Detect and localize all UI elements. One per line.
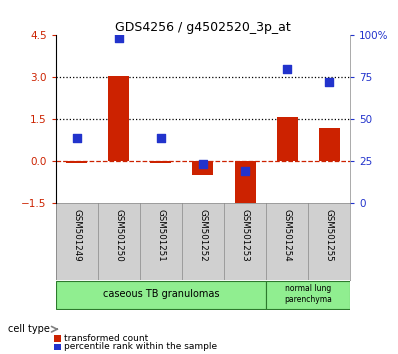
Bar: [266, 281, 350, 309]
Point: [242, 169, 248, 174]
Text: GSM501255: GSM501255: [325, 210, 334, 262]
Point: [284, 66, 290, 72]
Text: transformed count: transformed count: [64, 333, 148, 343]
Point: [200, 161, 206, 167]
Text: GSM501251: GSM501251: [156, 210, 166, 262]
Bar: [234, 161, 256, 205]
Point: [116, 35, 122, 40]
Text: cell type: cell type: [8, 324, 50, 334]
Text: percentile rank within the sample: percentile rank within the sample: [64, 342, 217, 352]
Text: GSM501252: GSM501252: [199, 210, 207, 262]
Bar: [66, 161, 87, 163]
Bar: [277, 116, 298, 161]
Text: caseous TB granulomas: caseous TB granulomas: [103, 289, 219, 299]
Text: GSM501249: GSM501249: [72, 210, 81, 262]
Bar: [193, 161, 213, 175]
Text: GSM501254: GSM501254: [283, 210, 292, 262]
Point: [158, 135, 164, 141]
Text: GSM501253: GSM501253: [240, 210, 250, 262]
Bar: [54, 344, 61, 350]
Bar: [150, 161, 172, 163]
Bar: [108, 76, 129, 161]
Point: [326, 79, 332, 84]
Text: GSM501250: GSM501250: [114, 210, 123, 262]
Bar: [319, 128, 340, 161]
Bar: [54, 335, 61, 342]
Bar: [56, 281, 266, 309]
Text: normal lung
parenchyma: normal lung parenchyma: [284, 284, 332, 304]
Point: [74, 135, 80, 141]
Title: GDS4256 / g4502520_3p_at: GDS4256 / g4502520_3p_at: [115, 21, 291, 34]
